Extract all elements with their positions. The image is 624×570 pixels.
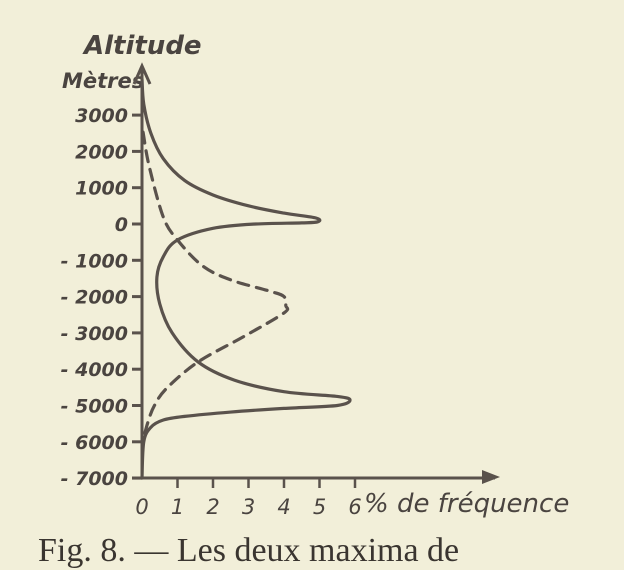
chart-title: Altitude [82,31,202,61]
y-tick-label: - 1000 [61,250,128,272]
y-tick-label: - 6000 [61,432,128,454]
y-tick-label: - 3000 [61,323,128,345]
y-tick-label: 3000 [75,105,128,127]
y-tick-label: - 7000 [61,468,128,490]
y-tick-label: 0 [115,214,128,236]
series-dashed-curve [141,130,290,442]
series-solid-curve [140,77,352,480]
x-tick-label: 0 [135,495,148,519]
y-tick-label: - 2000 [61,287,128,309]
x-tick-label: 5 [313,495,326,519]
y-tick-label: - 4000 [61,359,128,381]
figure-caption: Fig. 8. — Les deux maxima de [38,532,460,569]
x-tick-label: 6 [348,495,361,519]
x-axis-arrow [482,470,500,484]
x-axis-label: % de fréquence [364,489,569,519]
x-tick-label: 2 [206,495,219,519]
y-axis-arrow [132,62,152,85]
y-tick-label: 2000 [75,141,128,163]
x-tick-label: 3 [242,495,255,519]
y-tick-label: - 5000 [61,396,128,418]
y-tick-label: 1000 [75,178,128,200]
x-tick-label: 1 [171,495,184,519]
y-axis-label: Mètres [62,69,144,93]
x-tick-label: 4 [277,495,290,519]
